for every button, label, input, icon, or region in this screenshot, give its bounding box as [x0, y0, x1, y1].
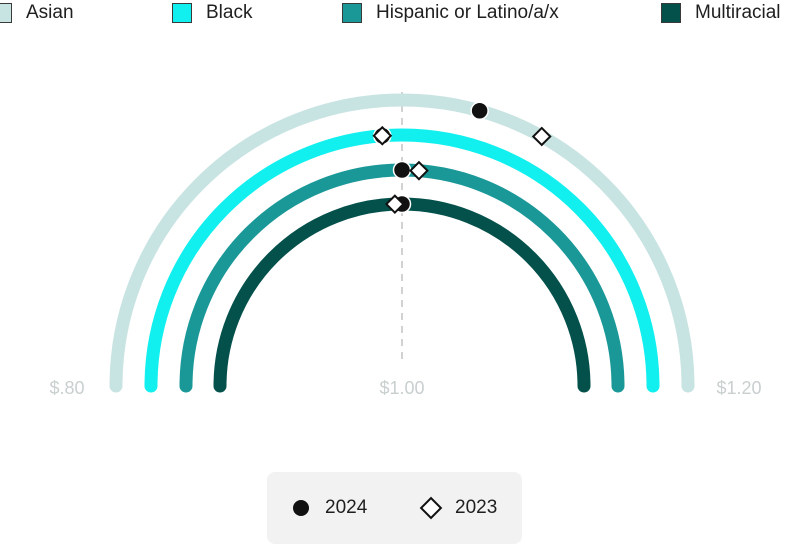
tick-label-1-00: $1.00: [379, 378, 424, 398]
circle-marker-icon: [293, 500, 309, 516]
legend-item-multiracial: Multiracial: [661, 0, 781, 26]
legend-item-black: Black: [172, 0, 252, 26]
legend-swatch-black: [172, 3, 192, 23]
marker-legend-label-2023: 2023: [455, 497, 498, 518]
arc-chart: $.80 $1.00 $1.20: [49, 92, 762, 398]
arc-black: [144, 128, 660, 393]
marker-legend: 2024 2023: [267, 472, 522, 544]
marker-2023-hispanic-or-latino-a-x: [409, 160, 429, 181]
marker-2023-asian: [531, 126, 552, 147]
legend-label-multiracial: Multiracial: [695, 2, 781, 23]
legend-label-hispanic: Hispanic or Latino/a/x: [376, 2, 559, 23]
legend-swatch-asian: [0, 3, 12, 23]
diamond-marker-icon: [419, 496, 443, 520]
tick-label-1-20: $1.20: [716, 378, 761, 398]
marker-group: [372, 101, 552, 215]
marker-2023-multiracial: [384, 194, 405, 215]
legend-swatch-hispanic: [342, 3, 362, 23]
marker-2024-asian: [470, 101, 489, 120]
legend-label-asian: Asian: [26, 2, 74, 23]
marker-2024-hispanic-or-latino-a-x: [392, 160, 412, 180]
legend-item-asian: Asian: [0, 0, 74, 26]
marker-2023-black: [372, 125, 393, 146]
series-legend: Asian Black Hispanic or Latino/a/x Multi…: [0, 0, 790, 26]
arc-asian: [109, 93, 695, 393]
legend-label-black: Black: [206, 2, 253, 23]
marker-legend-label-2024: 2024: [325, 497, 368, 518]
marker-legend-item-2024: 2024: [293, 472, 367, 544]
legend-item-hispanic: Hispanic or Latino/a/x: [342, 0, 559, 26]
legend-swatch-multiracial: [661, 3, 681, 23]
marker-legend-item-2023: 2023: [419, 472, 498, 544]
tick-label-0-80: $.80: [49, 378, 84, 398]
